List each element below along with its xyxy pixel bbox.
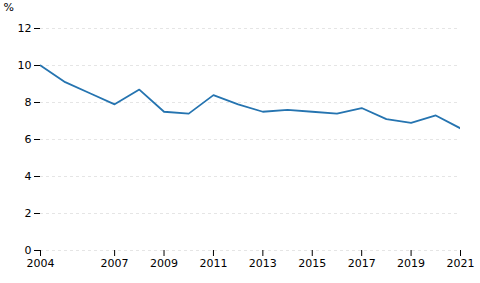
svg-text:10: 10 <box>18 59 32 72</box>
svg-text:6: 6 <box>25 133 32 146</box>
svg-text:2021: 2021 <box>447 257 475 270</box>
svg-text:%: % <box>4 1 14 14</box>
svg-text:12: 12 <box>18 22 32 35</box>
svg-text:2004: 2004 <box>27 257 55 270</box>
svg-text:4: 4 <box>25 170 32 183</box>
svg-text:2011: 2011 <box>199 257 227 270</box>
svg-text:2015: 2015 <box>298 257 326 270</box>
svg-text:2007: 2007 <box>101 257 129 270</box>
svg-text:2013: 2013 <box>249 257 277 270</box>
svg-text:2009: 2009 <box>150 257 178 270</box>
svg-text:0: 0 <box>25 244 32 257</box>
svg-text:2: 2 <box>25 207 32 220</box>
svg-text:8: 8 <box>25 96 32 109</box>
svg-text:2017: 2017 <box>348 257 376 270</box>
svg-text:2019: 2019 <box>397 257 425 270</box>
